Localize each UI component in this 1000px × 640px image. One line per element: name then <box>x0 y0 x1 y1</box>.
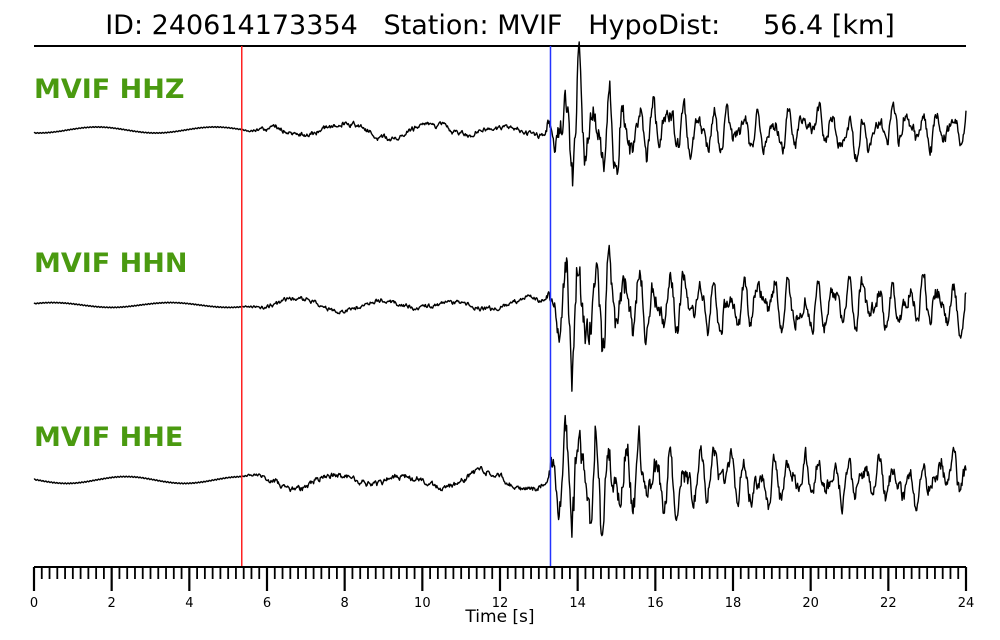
waveform-mvif-hhe <box>33 414 967 538</box>
waveform-mvif-hhn <box>33 244 967 392</box>
x-tick-label: 20 <box>802 596 819 611</box>
x-tick-label: 6 <box>263 596 271 611</box>
x-tick-label: 2 <box>108 596 116 611</box>
x-tick-label: 8 <box>341 596 349 611</box>
x-tick-label: 22 <box>880 596 897 611</box>
x-tick-label: 16 <box>647 596 664 611</box>
x-axis-label: Time [s] <box>465 607 535 627</box>
x-tick-label: 14 <box>569 596 586 611</box>
x-tick-label: 0 <box>30 596 38 611</box>
trace-label-hhe: MVIF HHE <box>34 422 184 453</box>
x-tick-label: 24 <box>958 596 975 611</box>
trace-label-hhn: MVIF HHN <box>34 248 188 279</box>
trace-label-hhz: MVIF HHZ <box>34 74 185 105</box>
x-tick-label: 4 <box>185 596 193 611</box>
x-tick-label: 10 <box>414 596 431 611</box>
chart-title: ID: 240614173354 Station: MVIF HypoDist:… <box>105 10 895 41</box>
waveform-mvif-hhz <box>33 41 967 187</box>
title-divider <box>34 45 966 47</box>
x-tick-label: 12 <box>492 596 509 611</box>
x-tick-label: 18 <box>725 596 742 611</box>
